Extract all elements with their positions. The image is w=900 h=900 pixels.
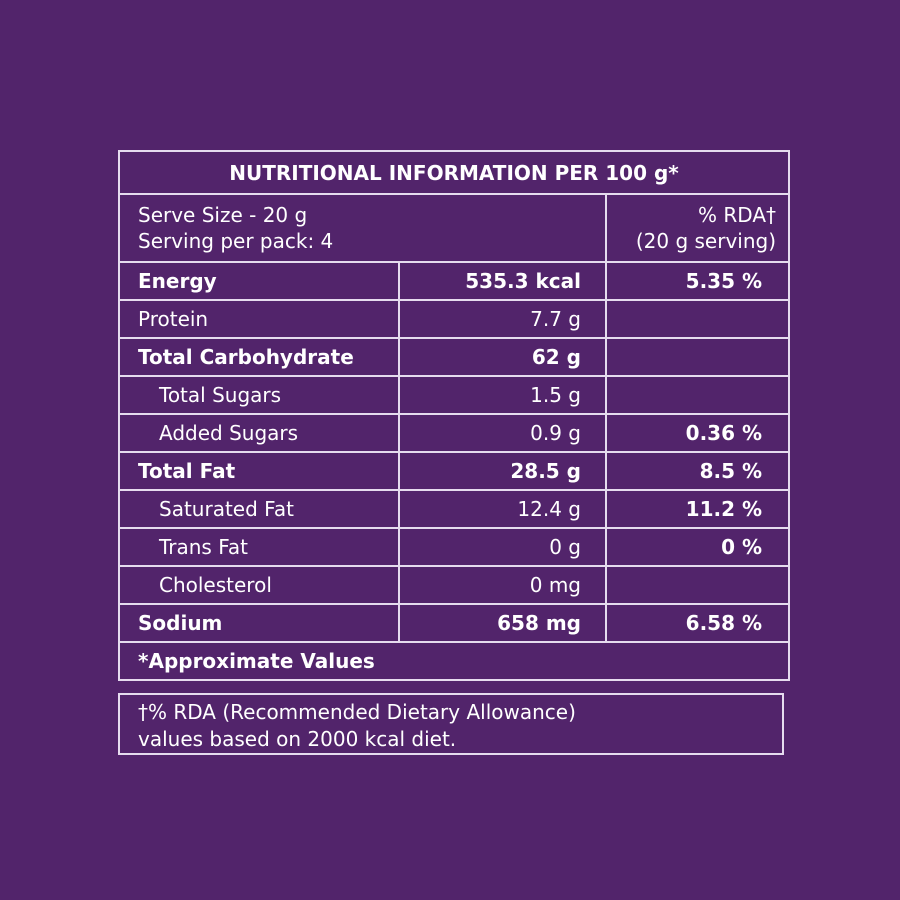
label: Protein <box>118 299 400 339</box>
rda: 0 % <box>604 527 791 567</box>
empty-cell <box>604 337 791 377</box>
label: Cholesterol <box>118 565 400 605</box>
label: Sodium <box>118 603 400 643</box>
amount: 0 g <box>398 527 607 567</box>
footer: *Approximate Values <box>117 641 791 681</box>
rda-header: % RDA† <box>698 203 777 227</box>
rda-basis: (20 g serving) <box>635 229 777 253</box>
serve-info: Serve Size - 20 g Serving per pack: 4 <box>118 193 607 263</box>
label: Trans Fat <box>118 527 400 567</box>
rda: 11.2 % <box>604 489 791 529</box>
row: Added Sugars 0.9 g 0.36 % <box>118 413 791 453</box>
label: Energy <box>118 261 400 301</box>
label: Saturated Fat <box>118 489 400 529</box>
rda: 5.35 % <box>604 261 791 301</box>
amount: 28.5 g <box>398 451 607 491</box>
row: Saturated Fat 12.4 g 11.2 % <box>118 489 791 529</box>
nutrition-table: NUTRITIONAL INFORMATION PER 100 g* Serve… <box>117 150 791 681</box>
label: Total Fat <box>118 451 400 491</box>
row: Total Fat 28.5 g 8.5 % <box>118 451 791 491</box>
rda: 0.36 % <box>604 413 791 453</box>
row: Sodium 658 mg 6.58 % <box>118 603 791 643</box>
amount: 535.3 kcal <box>398 261 607 301</box>
table-title: NUTRITIONAL INFORMATION PER 100 g* <box>117 150 791 195</box>
label: Added Sugars <box>118 413 400 453</box>
label: Total Sugars <box>118 375 400 415</box>
empty-cell <box>604 299 791 339</box>
amount: 0 mg <box>398 565 607 605</box>
row: Total Carbohydrate 62 g <box>118 337 791 377</box>
serve-size: Serve Size - 20 g <box>138 203 308 227</box>
row: Total Sugars 1.5 g <box>118 375 791 415</box>
amount: 62 g <box>398 337 607 377</box>
title-row: NUTRITIONAL INFORMATION PER 100 g* <box>117 150 791 195</box>
row: Protein 7.7 g <box>118 299 791 339</box>
footer-row: *Approximate Values <box>117 641 791 681</box>
amount: 0.9 g <box>398 413 607 453</box>
rda-note: †% RDA (Recommended Dietary Allowance) v… <box>118 693 784 755</box>
amount: 7.7 g <box>398 299 607 339</box>
row: Cholesterol 0 mg <box>118 565 791 605</box>
serve-row: Serve Size - 20 g Serving per pack: 4 % R… <box>118 193 791 263</box>
empty-cell <box>604 565 791 605</box>
amount: 1.5 g <box>398 375 607 415</box>
label: Total Carbohydrate <box>118 337 400 377</box>
amount: 12.4 g <box>398 489 607 529</box>
empty-cell <box>604 375 791 415</box>
note-line: values based on 2000 kcal diet. <box>138 727 457 751</box>
servings: Serving per pack: 4 <box>138 229 334 253</box>
amount: 658 mg <box>398 603 607 643</box>
note-line: †% RDA (Recommended Dietary Allowance) <box>138 700 576 724</box>
row: Energy 535.3 kcal 5.35 % <box>118 261 791 301</box>
rda: 6.58 % <box>604 603 791 643</box>
rda-header-cell: % RDA† (20 g serving) <box>604 193 791 263</box>
rda: 8.5 % <box>604 451 791 491</box>
